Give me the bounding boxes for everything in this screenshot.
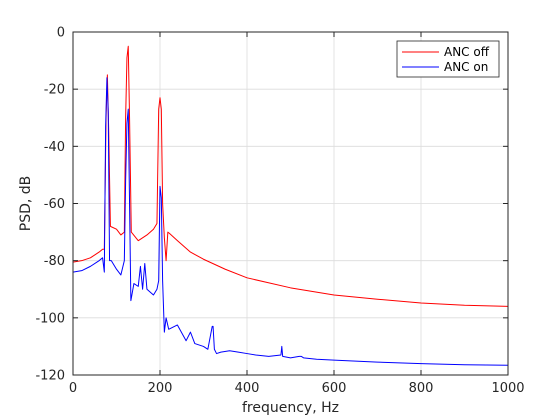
- x-tick-label: 400: [235, 381, 260, 396]
- y-tick-label: -80: [44, 254, 65, 269]
- legend-label: ANC on: [444, 60, 488, 74]
- ticks: 0 200 400 600 800 1000 -120 -100 -80 -60 -40 -20 0: [35, 26, 524, 397]
- x-axis-label: frequency, Hz: [242, 400, 339, 416]
- series-line-anc-on: [72, 77, 509, 366]
- x-tick-label: 0: [69, 381, 77, 396]
- y-tick-label: -100: [35, 311, 65, 326]
- legend-label: ANC off: [444, 45, 490, 59]
- y-tick-label: -120: [35, 369, 65, 384]
- y-tick-label: 0: [57, 26, 65, 41]
- x-tick-label: 1000: [491, 381, 524, 396]
- y-tick-label: -60: [44, 197, 65, 212]
- x-tick-label: 800: [409, 381, 434, 396]
- y-tick-label: -20: [44, 83, 65, 98]
- x-tick-label: 600: [322, 381, 347, 396]
- y-axis-label: PSD, dB: [18, 176, 34, 232]
- series-layer: [72, 45, 509, 366]
- y-tick-label: -40: [44, 140, 65, 155]
- legend-box: [396, 40, 500, 78]
- x-tick-label: 200: [148, 381, 173, 396]
